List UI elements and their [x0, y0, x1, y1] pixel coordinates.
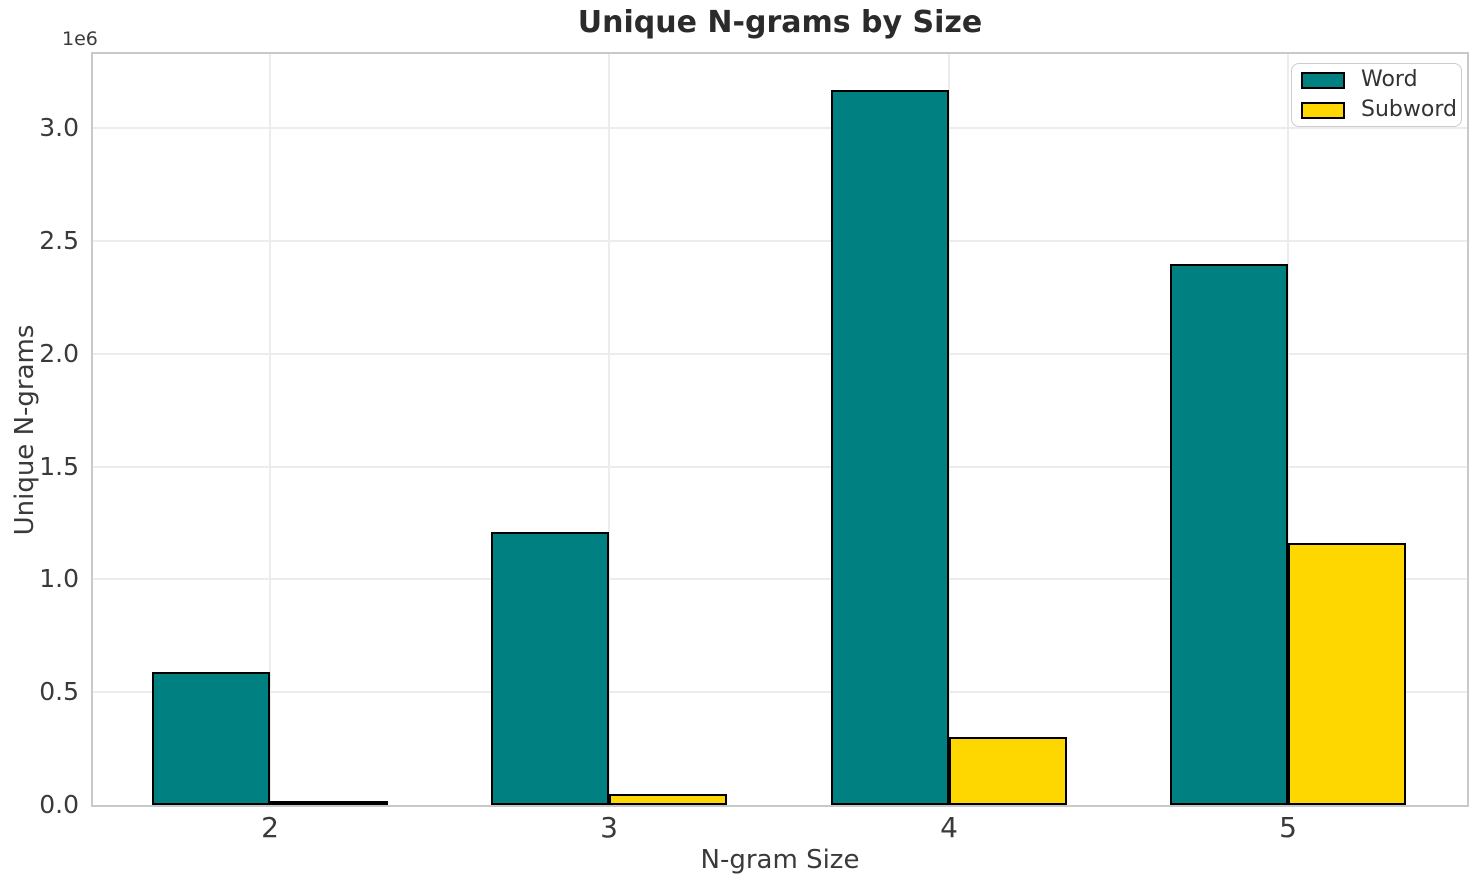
gridline-vertical — [269, 54, 271, 805]
x-axis-label: N-gram Size — [700, 845, 860, 875]
legend-item-subword: Subword — [1301, 99, 1457, 121]
y-tick-label: 2.5 — [39, 226, 79, 256]
y-tick-label: 3.0 — [39, 113, 79, 143]
gridline-vertical — [1287, 54, 1289, 805]
x-tick-label: 4 — [940, 811, 958, 844]
bar-subword-2 — [270, 801, 388, 805]
chart-title: Unique N-grams by Size — [577, 5, 983, 40]
gridline-vertical — [608, 54, 610, 805]
y-axis-offset-label: 1e6 — [62, 28, 98, 50]
legend-item-word: Word — [1301, 69, 1451, 91]
gridline-horizontal — [93, 352, 1467, 355]
gridline-horizontal — [93, 691, 1467, 694]
y-tick-label: 0.0 — [39, 790, 79, 819]
gridline-horizontal — [93, 240, 1467, 243]
y-tick-label: 2.0 — [39, 338, 79, 368]
gridline-vertical — [948, 54, 950, 805]
legend: Word Subword — [1291, 63, 1462, 127]
x-tick-label: 3 — [600, 811, 618, 844]
bar-subword-3 — [609, 793, 727, 805]
x-tick-label: 5 — [1279, 811, 1297, 844]
x-tick-label: 2 — [261, 811, 279, 844]
gridline-horizontal — [93, 578, 1467, 581]
bar-subword-4 — [949, 737, 1067, 805]
plot-area — [91, 52, 1469, 807]
y-tick-label: 1.5 — [39, 451, 79, 481]
bar-subword-5 — [1288, 543, 1406, 805]
legend-swatch-word — [1301, 71, 1345, 89]
y-tick-label: 0.5 — [39, 677, 79, 707]
gridline-horizontal — [93, 465, 1467, 468]
legend-label: Word — [1361, 67, 1418, 92]
bar-word-4 — [831, 90, 949, 805]
bar-word-2 — [152, 671, 270, 805]
y-tick-label: 1.0 — [39, 564, 79, 594]
legend-swatch-subword — [1301, 101, 1345, 119]
bar-word-5 — [1170, 263, 1288, 805]
bar-word-3 — [491, 532, 609, 805]
legend-label: Subword — [1361, 97, 1457, 122]
gridline-horizontal — [93, 127, 1467, 130]
